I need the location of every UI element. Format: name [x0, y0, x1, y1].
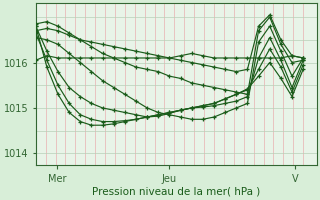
X-axis label: Pression niveau de la mer( hPa ): Pression niveau de la mer( hPa ) — [92, 187, 260, 197]
